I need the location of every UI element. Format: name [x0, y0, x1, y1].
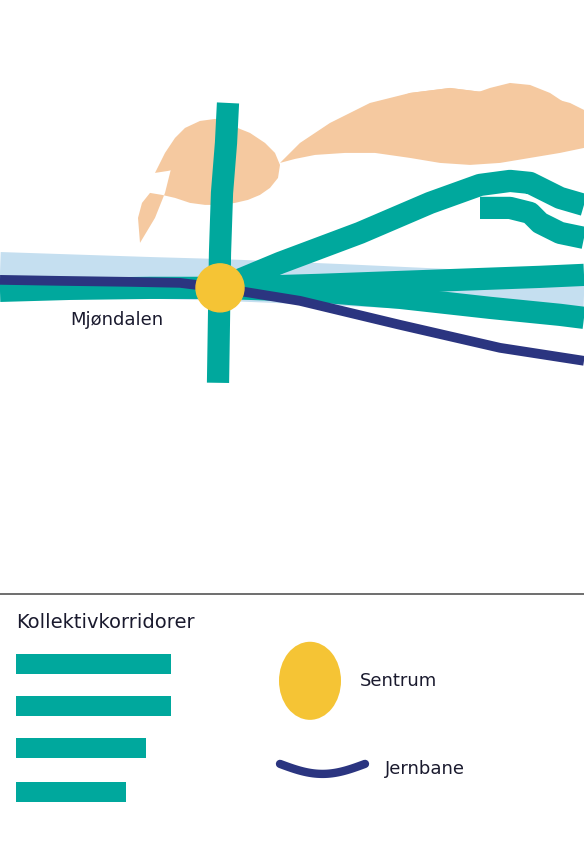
- Circle shape: [196, 264, 244, 312]
- Ellipse shape: [279, 642, 341, 720]
- Polygon shape: [430, 83, 584, 138]
- Text: Mjøndalen: Mjøndalen: [70, 311, 163, 329]
- Bar: [16, 782, 126, 802]
- Bar: [16, 654, 171, 673]
- Polygon shape: [280, 88, 584, 165]
- Polygon shape: [155, 119, 242, 173]
- Text: Sentrum: Sentrum: [360, 672, 437, 690]
- Text: Kollektivkorridorer: Kollektivkorridorer: [16, 612, 194, 631]
- Bar: [16, 696, 171, 716]
- Polygon shape: [138, 123, 280, 243]
- Polygon shape: [390, 88, 584, 133]
- Bar: [16, 738, 146, 758]
- Text: Jernbane: Jernbane: [385, 760, 465, 778]
